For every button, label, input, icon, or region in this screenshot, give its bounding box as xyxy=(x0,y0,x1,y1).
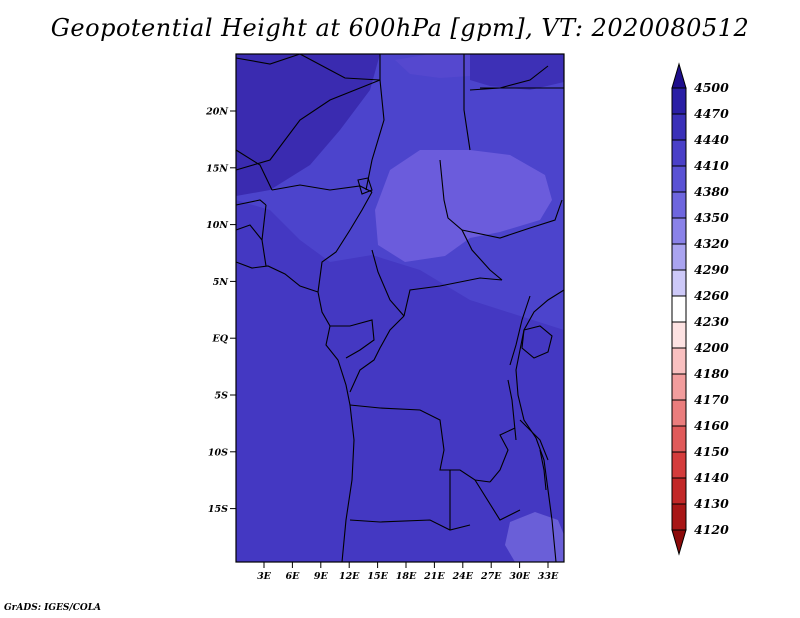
border-libya-chad xyxy=(365,54,385,191)
colorbar-label: 4410 xyxy=(694,158,729,173)
fill-high-north xyxy=(395,54,470,78)
lat-label: 5S xyxy=(215,391,229,402)
border-nigeria-cameroon xyxy=(317,191,373,293)
colorbar-segment xyxy=(671,243,687,271)
colorbar-segment xyxy=(671,295,687,323)
colorbar: 4500 4470 4440 4410 4380 4350 4320 4290 4260 4230… xyxy=(671,62,729,556)
border-niger-north xyxy=(235,79,381,171)
grads-credit: GrADS: IGES/COLA xyxy=(4,603,102,613)
lon-label: 33E xyxy=(538,571,559,582)
border-west-africa-2 xyxy=(235,199,267,206)
border-niger-nigeria xyxy=(271,184,373,193)
lat-label: 15S xyxy=(208,504,228,515)
lat-label: 5N xyxy=(213,277,229,288)
lon-label: 24E xyxy=(452,571,474,582)
lake-malawi xyxy=(539,449,547,491)
border-drc-zambia xyxy=(489,427,516,483)
colorbar-label: 4150 xyxy=(694,444,729,459)
border-libya-sudan xyxy=(463,54,471,151)
colorbar-segment xyxy=(671,269,687,297)
colorbar-label: 4160 xyxy=(694,418,729,433)
lon-label: 3E xyxy=(257,571,272,582)
border-tanzania xyxy=(519,419,549,461)
colorbar-label: 4120 xyxy=(694,522,729,537)
colorbar-label: 4170 xyxy=(694,392,729,407)
lat-label: 20N xyxy=(205,107,228,118)
colorbar-segment xyxy=(671,347,687,375)
border-gabon xyxy=(330,319,375,359)
longitude-axis: 3E 6E 9E 12E 15E 18E 21E 24E 27E 30E 33E xyxy=(257,562,559,582)
border-drc-uganda xyxy=(509,295,531,366)
colorbar-segment xyxy=(671,451,687,479)
map-frame xyxy=(235,53,565,563)
colorbar-segment xyxy=(671,217,687,245)
colorbar-label: 4320 xyxy=(694,236,729,251)
lon-label: 18E xyxy=(396,571,417,582)
lat-label: EQ xyxy=(211,334,228,345)
colorbar-label: 4290 xyxy=(694,262,729,277)
colorbar-label: 4140 xyxy=(694,470,729,485)
lon-label: 30E xyxy=(509,571,530,582)
colorbar-segment xyxy=(671,425,687,453)
colorbar-segment xyxy=(671,87,687,115)
colorbar-segment xyxy=(671,165,687,193)
borders xyxy=(235,53,565,563)
colorbar-label: 4180 xyxy=(694,366,729,381)
colorbar-label: 4200 xyxy=(694,340,729,355)
colorbar-segment xyxy=(671,477,687,505)
border-congo-drc xyxy=(349,315,405,393)
border-cameroon-car xyxy=(371,249,405,317)
colorbar-label: 4470 xyxy=(694,106,729,121)
lon-label: 6E xyxy=(285,571,300,582)
lat-label: 10N xyxy=(206,220,228,231)
coastline-west xyxy=(235,261,355,563)
colorbar-segment xyxy=(671,139,687,167)
border-car-south xyxy=(403,277,503,317)
map-fill xyxy=(236,54,564,562)
border-drc-angola xyxy=(349,404,491,483)
border-mali xyxy=(235,149,273,191)
colorbar-segment xyxy=(671,373,687,401)
colorbar-label: 4500 xyxy=(694,80,729,95)
fill-high-southeast xyxy=(505,512,564,562)
colorbar-bottom-arrow xyxy=(671,529,687,556)
map-title: Geopotential Height at 600hPa [gpm], VT:… xyxy=(50,14,750,42)
border-west-africa-1 xyxy=(235,224,263,241)
mediterranean-coast xyxy=(235,53,549,91)
colorbar-label: 4350 xyxy=(694,210,729,225)
colorbar-label: 4130 xyxy=(694,496,729,511)
colorbar-label: 4230 xyxy=(694,314,729,329)
colorbar-segment xyxy=(671,191,687,219)
colorbar-segment xyxy=(671,503,687,531)
lat-label: 15N xyxy=(206,163,228,174)
lon-label: 27E xyxy=(480,571,502,582)
coastline-east xyxy=(515,289,565,563)
colorbar-label: 4440 xyxy=(694,132,729,147)
border-algeria xyxy=(299,53,381,81)
colorbar-segment xyxy=(671,113,687,141)
colorbar-label: 4380 xyxy=(694,184,729,199)
lon-label: 9E xyxy=(314,571,329,582)
lon-label: 15E xyxy=(367,571,388,582)
lon-label: 21E xyxy=(423,571,445,582)
fill-north-east xyxy=(470,54,564,90)
border-sudan-southsudan xyxy=(461,199,563,239)
lake-victoria xyxy=(521,325,553,359)
colorbar-top-arrow xyxy=(671,62,687,89)
lon-label: 12E xyxy=(339,571,360,582)
border-angola-namibia xyxy=(349,519,471,531)
latitude-axis: 20N 15N 10N 5N EQ 5S 10S 15S xyxy=(205,107,236,515)
lake-chad xyxy=(357,177,373,195)
colorbar-segment xyxy=(671,399,687,427)
fill-high-center xyxy=(375,150,552,262)
lat-label: 10S xyxy=(208,447,228,458)
fill-north xyxy=(236,54,380,196)
colorbar-segment xyxy=(671,321,687,349)
lake-tanganyika xyxy=(507,379,517,441)
border-zambia-south xyxy=(449,470,521,530)
colorbar-label: 4260 xyxy=(694,288,729,303)
